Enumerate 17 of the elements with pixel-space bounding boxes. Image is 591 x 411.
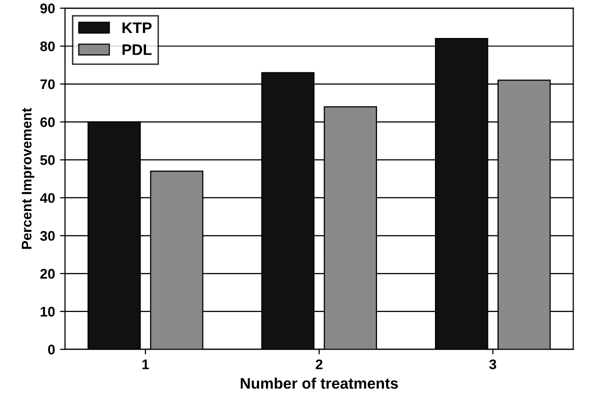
y-tick-label: 0 <box>48 344 55 355</box>
y-tick-label: 40 <box>40 193 55 203</box>
x-tick-label: 3 <box>489 359 496 370</box>
legend-label: PDL <box>122 44 152 55</box>
y-tick-label: 30 <box>40 230 55 241</box>
y-tick-label: 80 <box>40 41 55 52</box>
y-tick-label: 50 <box>40 155 55 166</box>
y-axis-title: Percent Improvement <box>22 108 34 249</box>
y-tick-label: 90 <box>40 4 55 14</box>
y-tick-label: 10 <box>40 306 55 317</box>
y-tick-label: 70 <box>40 79 55 90</box>
legend-label: KTP <box>122 22 152 34</box>
y-tick-label: 20 <box>40 268 55 279</box>
x-tick-label: 1 <box>142 360 149 370</box>
x-axis-title: Number of treatments <box>240 378 398 389</box>
y-tick-label: 60 <box>40 117 55 128</box>
x-tick-label: 2 <box>316 359 322 370</box>
